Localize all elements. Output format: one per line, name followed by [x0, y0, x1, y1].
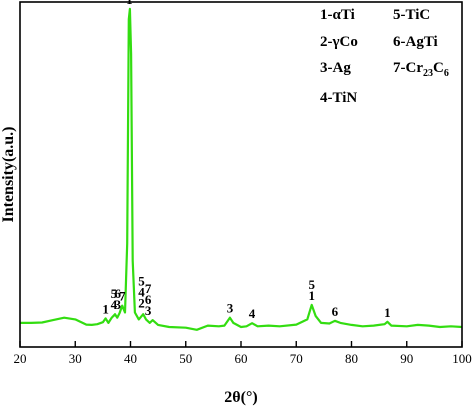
peak-label: 6 [145, 292, 152, 307]
legend-entry: 6-AgTi [393, 34, 438, 50]
x-tick-label: 70 [290, 351, 303, 366]
peak-label: 3 [115, 297, 122, 312]
peak-label: 3 [145, 303, 152, 318]
peak-label: 6 [332, 304, 339, 319]
x-tick-label: 20 [14, 351, 27, 366]
x-axis-title: 2θ(°) [224, 389, 257, 406]
peak-label: 5 [138, 274, 145, 289]
legend-entry: 4-TiN [320, 90, 357, 106]
peak-label: 3 [227, 301, 234, 316]
peak-label: 1 [126, 0, 133, 7]
peak-label: 4 [111, 297, 118, 312]
peak-label: 4 [138, 285, 145, 300]
peak-label: 1 [308, 288, 315, 303]
plot-frame [19, 1, 463, 348]
legend-entry: 3-Ag [320, 60, 351, 76]
x-tick-label: 60 [235, 351, 248, 366]
peak-label: 7 [119, 289, 126, 304]
x-tick-label: 90 [400, 351, 413, 366]
peak-label: 1 [102, 301, 109, 316]
series-line [20, 7, 463, 331]
peak-label: 4 [249, 306, 256, 321]
peak-label: 5 [111, 286, 118, 301]
peak-label: 2 [138, 296, 145, 311]
peak-labels: 15463721542763345161 [102, 0, 390, 321]
x-tick-label: 100 [452, 351, 472, 366]
legend-entry: 2-γCo [320, 34, 358, 50]
x-tick-label: 50 [179, 351, 192, 366]
legend-entry: 7-Cr23C6 [393, 60, 449, 79]
x-ticks: 20 30 40 50 60 70 80 90 100 [14, 341, 472, 366]
legend: 1-αTi 5-TiC 2-γCo 6-AgTi 3-Ag 7-Cr23C6 4-TiN [320, 7, 449, 106]
peak-label: 7 [145, 281, 152, 296]
peak-label: 1 [384, 305, 391, 320]
x-tick-label: 30 [69, 351, 82, 366]
y-axis-title: Intensity(a.u.) [0, 126, 17, 222]
x-tick-label: 80 [345, 351, 358, 366]
legend-entry: 5-TiC [393, 7, 430, 23]
peak-label: 5 [308, 277, 315, 292]
x-tick-label: 40 [124, 351, 137, 366]
peak-label: 6 [115, 286, 122, 301]
legend-entry: 1-αTi [320, 7, 355, 23]
